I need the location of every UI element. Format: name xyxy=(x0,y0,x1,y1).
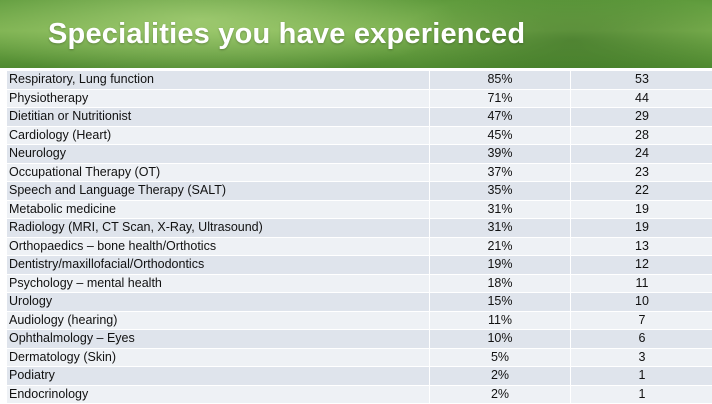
speciality-cell: Respiratory, Lung function xyxy=(7,71,430,90)
count-cell: 23 xyxy=(571,163,712,182)
speciality-cell: Physiotherapy xyxy=(7,89,430,108)
percent-cell: 31% xyxy=(430,200,571,219)
percent-cell: 71% xyxy=(430,89,571,108)
count-cell: 11 xyxy=(571,274,712,293)
percent-cell: 47% xyxy=(430,108,571,127)
count-cell: 22 xyxy=(571,182,712,201)
count-cell: 53 xyxy=(571,71,712,90)
percent-cell: 37% xyxy=(430,163,571,182)
speciality-cell: Podiatry xyxy=(7,367,430,386)
speciality-cell: Orthopaedics – bone health/Orthotics xyxy=(7,237,430,256)
percent-cell: 2% xyxy=(430,385,571,404)
speciality-cell: Cardiology (Heart) xyxy=(7,126,430,145)
count-cell: 19 xyxy=(571,219,712,238)
speciality-cell: Speech and Language Therapy (SALT) xyxy=(7,182,430,201)
count-cell: 13 xyxy=(571,237,712,256)
count-cell: 10 xyxy=(571,293,712,312)
count-cell: 28 xyxy=(571,126,712,145)
percent-cell: 19% xyxy=(430,256,571,275)
table-row: Dermatology (Skin)5%3 xyxy=(7,348,712,367)
speciality-cell: Neurology xyxy=(7,145,430,164)
count-cell: 1 xyxy=(571,385,712,404)
percent-cell: 2% xyxy=(430,367,571,386)
speciality-cell: Occupational Therapy (OT) xyxy=(7,163,430,182)
speciality-cell: Urology xyxy=(7,293,430,312)
speciality-cell: Dietitian or Nutritionist xyxy=(7,108,430,127)
percent-cell: 15% xyxy=(430,293,571,312)
percent-cell: 10% xyxy=(430,330,571,349)
count-cell: 6 xyxy=(571,330,712,349)
speciality-cell: Psychology – mental health xyxy=(7,274,430,293)
percent-cell: 35% xyxy=(430,182,571,201)
speciality-cell: Radiology (MRI, CT Scan, X-Ray, Ultrasou… xyxy=(7,219,430,238)
count-cell: 24 xyxy=(571,145,712,164)
percent-cell: 39% xyxy=(430,145,571,164)
speciality-cell: Endocrinology xyxy=(7,385,430,404)
percent-cell: 18% xyxy=(430,274,571,293)
table-row: Speech and Language Therapy (SALT)35%22 xyxy=(7,182,712,201)
table-row: Radiology (MRI, CT Scan, X-Ray, Ultrasou… xyxy=(7,219,712,238)
percent-cell: 31% xyxy=(430,219,571,238)
percent-cell: 11% xyxy=(430,311,571,330)
speciality-cell: Metabolic medicine xyxy=(7,200,430,219)
count-cell: 12 xyxy=(571,256,712,275)
count-cell: 1 xyxy=(571,367,712,386)
table-row: Audiology (hearing)11%7 xyxy=(7,311,712,330)
count-cell: 7 xyxy=(571,311,712,330)
speciality-cell: Ophthalmology – Eyes xyxy=(7,330,430,349)
percent-cell: 5% xyxy=(430,348,571,367)
count-cell: 44 xyxy=(571,89,712,108)
table-row: Occupational Therapy (OT)37%23 xyxy=(7,163,712,182)
percent-cell: 85% xyxy=(430,71,571,90)
speciality-cell: Dermatology (Skin) xyxy=(7,348,430,367)
speciality-cell: Audiology (hearing) xyxy=(7,311,430,330)
slide-title: Specialities you have experienced xyxy=(48,18,525,51)
count-cell: 3 xyxy=(571,348,712,367)
percent-cell: 21% xyxy=(430,237,571,256)
title-banner: Specialities you have experienced xyxy=(0,0,712,68)
count-cell: 19 xyxy=(571,200,712,219)
percent-cell: 45% xyxy=(430,126,571,145)
count-cell: 29 xyxy=(571,108,712,127)
table-row: Cardiology (Heart)45%28 xyxy=(7,126,712,145)
speciality-cell: Dentistry/maxillofacial/Orthodontics xyxy=(7,256,430,275)
